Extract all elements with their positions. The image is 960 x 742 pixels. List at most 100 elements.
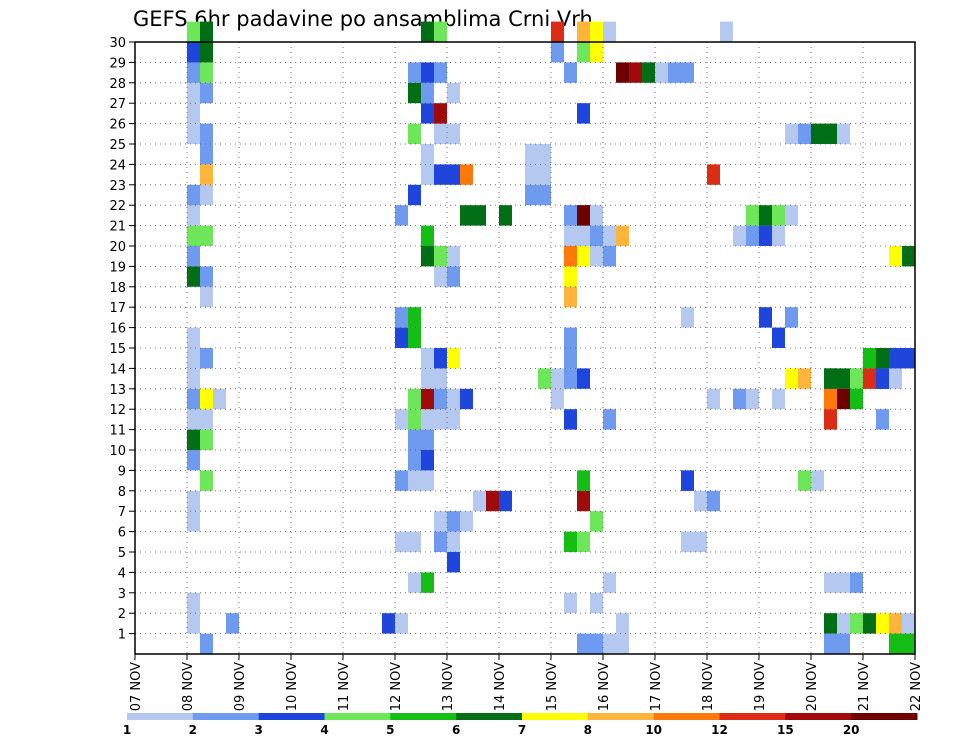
legend-swatch <box>719 713 786 720</box>
heatmap-cell <box>577 470 590 491</box>
heatmap-cell <box>538 184 551 206</box>
heatmap-cell <box>434 388 447 410</box>
y-tick-label: 2 <box>118 607 126 622</box>
heatmap-cell <box>850 572 863 593</box>
heatmap-cell <box>798 123 811 144</box>
heatmap-cell <box>447 246 460 267</box>
heatmap-cell <box>590 592 603 614</box>
heatmap-cell <box>577 490 590 512</box>
heatmap-cell <box>551 21 564 42</box>
heatmap-cell <box>473 490 486 512</box>
heatmap-cell <box>200 42 213 63</box>
heatmap-cell <box>889 613 902 634</box>
heatmap-cell <box>590 246 603 267</box>
heatmap-cell <box>590 511 603 532</box>
x-tick-label: 20 NOV <box>805 662 820 711</box>
heatmap-cell <box>733 225 746 246</box>
heatmap-cell <box>395 531 408 552</box>
heatmap-cell <box>681 531 694 552</box>
heatmap-cell <box>564 62 577 83</box>
heatmap-cell <box>382 613 395 634</box>
heatmap-cell <box>421 144 434 165</box>
y-tick-label: 7 <box>118 505 126 520</box>
heatmap-cell <box>772 327 785 348</box>
heatmap-cell <box>538 144 551 165</box>
heatmap-cell <box>447 531 460 552</box>
heatmap-cell <box>837 572 850 593</box>
heatmap-cell <box>408 184 421 206</box>
heatmap-cell <box>486 490 499 512</box>
heatmap-cell <box>772 205 785 226</box>
heatmap-cell <box>798 470 811 491</box>
heatmap-cell <box>213 388 226 410</box>
x-tick-label: 22 NOV <box>909 662 924 711</box>
heatmap-cell <box>434 348 447 369</box>
heatmap-cell <box>187 42 200 63</box>
heatmap-cell <box>434 511 447 532</box>
heatmap-cell <box>889 368 902 389</box>
heatmap-cell <box>785 307 798 328</box>
heatmap-cell <box>876 368 889 389</box>
heatmap-cell <box>447 266 460 287</box>
x-tick-label: 21 NOV <box>857 662 872 711</box>
heatmap-cell <box>577 246 590 267</box>
heatmap-cell <box>460 388 473 410</box>
legend-swatch <box>785 713 852 720</box>
heatmap-cell <box>837 633 850 654</box>
heatmap-cell <box>447 552 460 573</box>
y-tick-label: 1 <box>118 628 126 643</box>
heatmap-cell <box>395 470 408 491</box>
heatmap-cell <box>408 388 421 410</box>
heatmap-cell <box>720 21 733 42</box>
legend-label: 3 <box>254 723 262 737</box>
heatmap-cell <box>837 613 850 634</box>
heatmap-cell <box>187 103 200 124</box>
legend-swatch <box>456 713 523 720</box>
heatmap-cell <box>408 429 421 450</box>
heatmap-cell <box>187 348 200 369</box>
heatmap-cell <box>811 470 824 491</box>
heatmap-cell <box>200 225 213 246</box>
heatmap-cell <box>187 450 200 471</box>
heatmap-cell <box>837 123 850 144</box>
heatmap-cell <box>187 266 200 287</box>
heatmap-cell <box>460 205 473 226</box>
y-tick-label: 21 <box>109 220 126 235</box>
heatmap-cell <box>681 307 694 328</box>
heatmap-cell <box>538 164 551 185</box>
heatmap-cell <box>824 572 837 593</box>
heatmap-cell <box>863 368 876 389</box>
y-tick-label: 18 <box>109 281 126 296</box>
heatmap-cell <box>655 62 668 83</box>
y-tick-label: 4 <box>118 566 126 581</box>
heatmap-cell <box>187 21 200 42</box>
heatmap-cell <box>421 409 434 430</box>
heatmap-cell <box>187 388 200 410</box>
heatmap-cell <box>434 164 447 185</box>
y-tick-label: 10 <box>109 444 126 459</box>
x-tick-label: 19 NOV <box>753 662 768 711</box>
heatmap-cell <box>694 531 707 552</box>
legend-label: 8 <box>584 723 592 737</box>
heatmap-cell <box>850 368 863 389</box>
heatmap-cell <box>200 184 213 206</box>
heatmap-cell <box>603 572 616 593</box>
heatmap-cell <box>824 613 837 634</box>
heatmap-cell <box>200 62 213 83</box>
heatmap-cell <box>421 470 434 491</box>
heatmap-cell <box>863 348 876 369</box>
heatmap-cell <box>408 62 421 83</box>
heatmap-cell <box>200 144 213 165</box>
heatmap-cell <box>616 633 629 654</box>
heatmap-cell <box>759 307 772 328</box>
heatmap-cell <box>525 184 538 206</box>
legend-swatch <box>851 713 918 720</box>
heatmap-cell <box>577 21 590 42</box>
heatmap-cell <box>824 368 837 389</box>
heatmap-cell <box>434 21 447 42</box>
y-tick-label: 6 <box>118 526 126 541</box>
heatmap-cell <box>785 123 798 144</box>
heatmap-cell <box>876 409 889 430</box>
heatmap-cell <box>551 368 564 389</box>
heatmap-cell <box>187 62 200 83</box>
